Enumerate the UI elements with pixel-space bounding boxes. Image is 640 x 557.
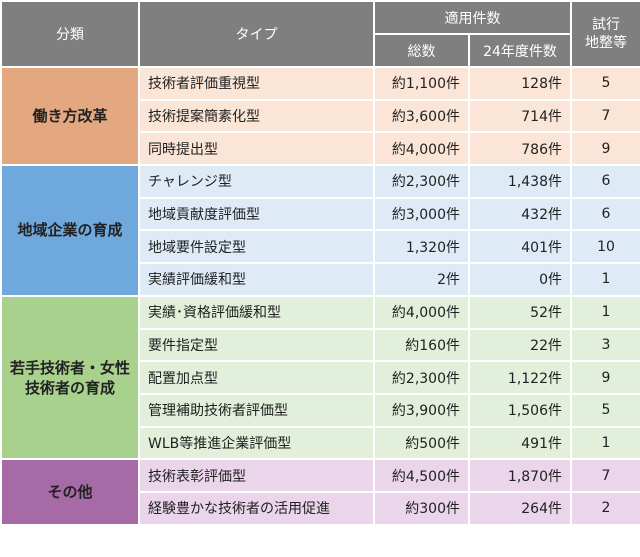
trial-cell: 9 bbox=[570, 131, 640, 167]
total-cell: 約2,300件 bbox=[373, 164, 470, 199]
total-cell: 約4,000件 bbox=[373, 294, 470, 330]
type-cell: 技術提案簡素化型 bbox=[138, 98, 375, 134]
fy24-cell: 714件 bbox=[468, 98, 572, 134]
table: 分類 タイプ 適用件数 試行 地整等 総数 24年度件数 働き方改革 技術者評価重… bbox=[0, 0, 640, 526]
header-cell: 24年度件数 bbox=[468, 33, 572, 68]
trial-cell: 7 bbox=[570, 458, 640, 493]
total-cell: 約4,000件 bbox=[373, 131, 470, 167]
total-cell: 約3,600件 bbox=[373, 98, 470, 134]
total-cell: 約160件 bbox=[373, 327, 470, 363]
row: 実績評価緩和型 2件 0件 1 bbox=[1, 262, 640, 297]
trial-cell: 1 bbox=[570, 425, 640, 461]
trial-cell: 10 bbox=[570, 229, 640, 265]
fy24-cell: 1,122件 bbox=[468, 360, 572, 395]
group-cell: 地域企業の育成 bbox=[0, 164, 140, 297]
type-cell: 配置加点型 bbox=[138, 360, 375, 395]
row: 地域貢献度評価型 約3,000件 432件 6 bbox=[1, 196, 640, 232]
header-row: 総数 24年度件数 bbox=[1, 33, 640, 68]
header-cell: 試行 地整等 bbox=[570, 0, 640, 68]
trial-cell: 5 bbox=[570, 392, 640, 428]
row: 配置加点型 約2,300件 1,122件 9 bbox=[1, 360, 640, 395]
trial-cell: 1 bbox=[570, 262, 640, 297]
type-cell: 技術表彰評価型 bbox=[138, 458, 375, 493]
row: 若手技術者・女性 技術者の育成 実績･資格評価緩和型 約4,000件 52件 1 bbox=[0, 294, 640, 461]
header-row: 分類 タイプ 適用件数 試行 地整等 bbox=[0, 0, 640, 68]
fy24-cell: 432件 bbox=[468, 196, 572, 232]
header-cell: タイプ bbox=[138, 0, 375, 68]
trial-cell: 7 bbox=[570, 98, 640, 134]
fy24-cell: 786件 bbox=[468, 131, 572, 167]
row: 経験豊かな技術者の活用促進 約300件 264件 2 bbox=[1, 490, 640, 526]
type-cell: 要件指定型 bbox=[138, 327, 375, 363]
fy24-cell: 401件 bbox=[468, 229, 572, 265]
group-cell: 若手技術者・女性 技術者の育成 bbox=[0, 294, 140, 461]
type-cell: 地域要件設定型 bbox=[138, 229, 375, 265]
total-cell: 2件 bbox=[373, 262, 470, 297]
type-cell: 同時提出型 bbox=[138, 131, 375, 167]
trial-cell: 6 bbox=[570, 164, 640, 199]
fy24-cell: 1,438件 bbox=[468, 164, 572, 199]
header-cell: 適用件数 bbox=[373, 0, 572, 35]
type-cell: WLB等推進企業評価型 bbox=[138, 425, 375, 461]
trial-cell: 5 bbox=[570, 66, 640, 101]
total-cell: 約1,100件 bbox=[373, 66, 470, 101]
row: 働き方改革 技術者評価重視型 約1,100件 128件 5 bbox=[0, 65, 640, 167]
group-cell: 働き方改革 bbox=[0, 65, 140, 167]
row: WLB等推進企業評価型 約500件 491件 1 bbox=[1, 425, 640, 461]
type-cell: 実績･資格評価緩和型 bbox=[138, 294, 375, 330]
total-cell: 約4,500件 bbox=[373, 458, 470, 493]
fy24-cell: 128件 bbox=[468, 66, 572, 101]
row: 同時提出型 約4,000件 786件 9 bbox=[1, 131, 640, 167]
total-cell: 約500件 bbox=[373, 425, 470, 461]
fy24-cell: 52件 bbox=[468, 294, 572, 330]
row: 技術提案簡素化型 約3,600件 714件 7 bbox=[1, 98, 640, 134]
row: 管理補助技術者評価型 約3,900件 1,506件 5 bbox=[1, 392, 640, 428]
row: 地域企業の育成 チャレンジ型 約2,300件 1,438件 6 bbox=[0, 164, 640, 297]
type-cell: 経験豊かな技術者の活用促進 bbox=[138, 490, 375, 526]
row: 地域要件設定型 1,320件 401件 10 bbox=[1, 229, 640, 265]
type-cell: 実績評価緩和型 bbox=[138, 262, 375, 297]
fy24-cell: 0件 bbox=[468, 262, 572, 297]
type-cell: 地域貢献度評価型 bbox=[138, 196, 375, 232]
fy24-cell: 264件 bbox=[468, 490, 572, 526]
total-cell: 約3,900件 bbox=[373, 392, 470, 428]
type-cell: チャレンジ型 bbox=[138, 164, 375, 199]
group-cell: その他 bbox=[0, 458, 140, 526]
trial-cell: 1 bbox=[570, 294, 640, 330]
total-cell: 1,320件 bbox=[373, 229, 470, 265]
fy24-cell: 1,870件 bbox=[468, 458, 572, 493]
row: 要件指定型 約160件 22件 3 bbox=[1, 327, 640, 363]
header-cell: 総数 bbox=[373, 33, 470, 68]
trial-cell: 2 bbox=[570, 490, 640, 526]
total-cell: 約3,000件 bbox=[373, 196, 470, 232]
trial-cell: 3 bbox=[570, 327, 640, 363]
type-cell: 管理補助技術者評価型 bbox=[138, 392, 375, 428]
total-cell: 約2,300件 bbox=[373, 360, 470, 395]
total-cell: 約300件 bbox=[373, 490, 470, 526]
trial-cell: 9 bbox=[570, 360, 640, 395]
table-body: 働き方改革 技術者評価重視型 約1,100件 128件 5 技術提案簡素化型 約3,600件… bbox=[0, 65, 640, 526]
fy24-cell: 1,506件 bbox=[468, 392, 572, 428]
fy24-cell: 491件 bbox=[468, 425, 572, 461]
type-cell: 技術者評価重視型 bbox=[138, 66, 375, 101]
trial-cell: 6 bbox=[570, 196, 640, 232]
fy24-cell: 22件 bbox=[468, 327, 572, 363]
header-cell: 分類 bbox=[0, 0, 140, 68]
row: その他 技術表彰評価型 約4,500件 1,870件 7 bbox=[0, 458, 640, 526]
